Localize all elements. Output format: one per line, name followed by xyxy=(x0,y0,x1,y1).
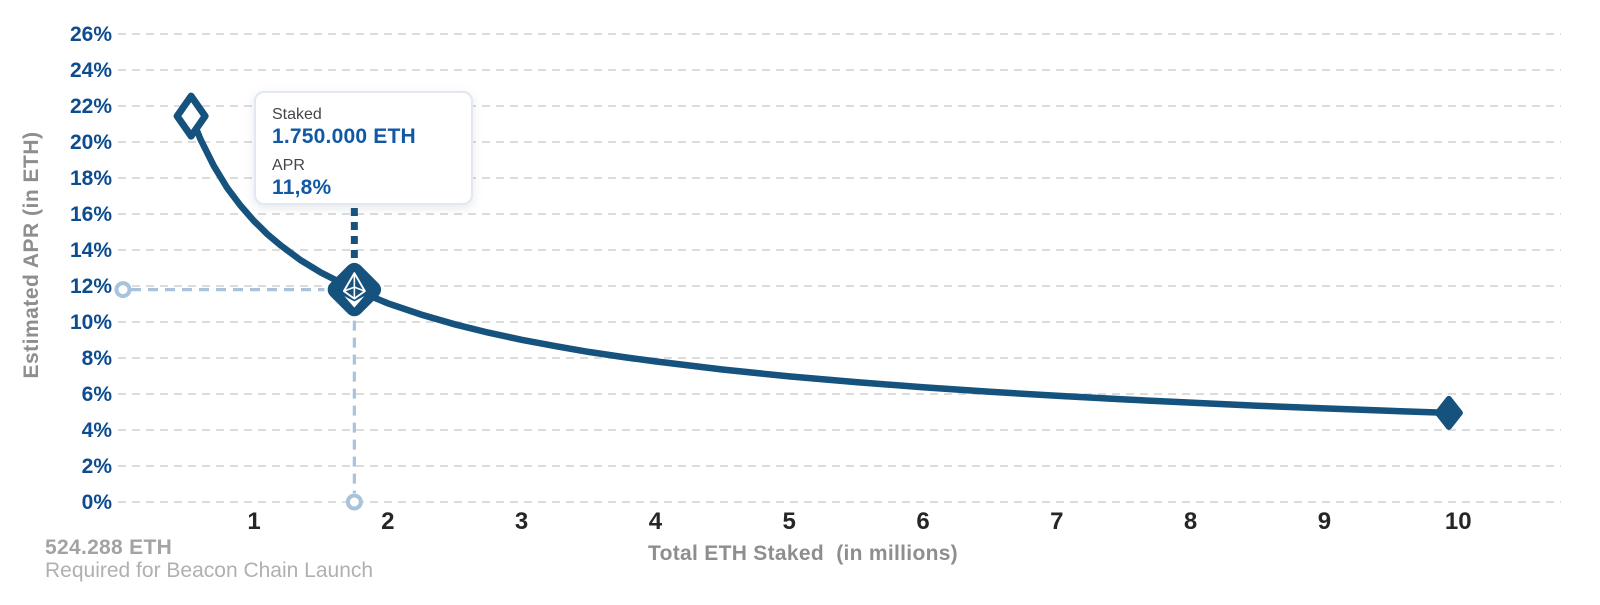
x-axis-guide-circle xyxy=(345,493,363,511)
highlight-point-marker[interactable] xyxy=(324,259,385,320)
required-eth-value: 524.288 ETH xyxy=(45,536,173,559)
y-axis-title: Estimated APR (in ETH) xyxy=(20,131,43,379)
y-tick-label-0: 0% xyxy=(82,491,113,514)
beacon-chain-requirement-note: 524.288 ETH Required for Beacon Chain La… xyxy=(45,536,373,582)
y-tick-label-22: 22% xyxy=(70,95,112,118)
y-tick-label-12: 12% xyxy=(70,275,112,298)
x-tick-label-5: 5 xyxy=(783,508,796,535)
y-tick-label-8: 8% xyxy=(82,347,113,370)
y-tick-label-6: 6% xyxy=(82,383,113,406)
tooltip-apr-label: APR xyxy=(272,157,305,174)
start-point-marker xyxy=(173,92,209,140)
y-tick-label-24: 24% xyxy=(70,59,112,82)
tooltip: Staked 1.750.000 ETH APR 11,8% xyxy=(254,91,473,205)
y-tick-label-14: 14% xyxy=(70,239,112,262)
y-axis-guide-circle xyxy=(114,281,132,299)
y-tick-label-2: 2% xyxy=(82,455,113,478)
x-tick-label-10: 10 xyxy=(1445,508,1472,535)
x-tick-label-6: 6 xyxy=(916,508,929,535)
eth-icon-base xyxy=(344,296,365,308)
x-axis-title: Total ETH Staked (in millions) xyxy=(648,542,958,565)
y-tick-label-26: 26% xyxy=(70,23,112,46)
x-tick-label-3: 3 xyxy=(515,508,528,535)
required-eth-caption: Required for Beacon Chain Launch xyxy=(45,559,374,582)
y-tick-label-16: 16% xyxy=(70,203,112,226)
x-tick-label-8: 8 xyxy=(1184,508,1197,535)
eth-icon-facets xyxy=(343,273,366,299)
apr-curve[interactable] xyxy=(187,112,1453,417)
x-tick-label-1: 1 xyxy=(247,508,260,535)
x-tick-label-2: 2 xyxy=(381,508,394,535)
y-tick-label-18: 18% xyxy=(70,167,112,190)
tooltip-staked-value: 1.750.000 ETH xyxy=(272,125,416,148)
y-tick-label-10: 10% xyxy=(70,311,112,334)
tooltip-apr-value: 11,8% xyxy=(272,176,332,199)
end-point-marker xyxy=(1434,395,1463,430)
x-tick-label-9: 9 xyxy=(1318,508,1331,535)
x-tick-label-7: 7 xyxy=(1050,508,1063,535)
y-tick-label-20: 20% xyxy=(70,131,112,154)
y-tick-label-4: 4% xyxy=(82,419,113,442)
tooltip-staked-label: Staked xyxy=(272,106,322,123)
x-tick-label-4: 4 xyxy=(649,508,663,535)
